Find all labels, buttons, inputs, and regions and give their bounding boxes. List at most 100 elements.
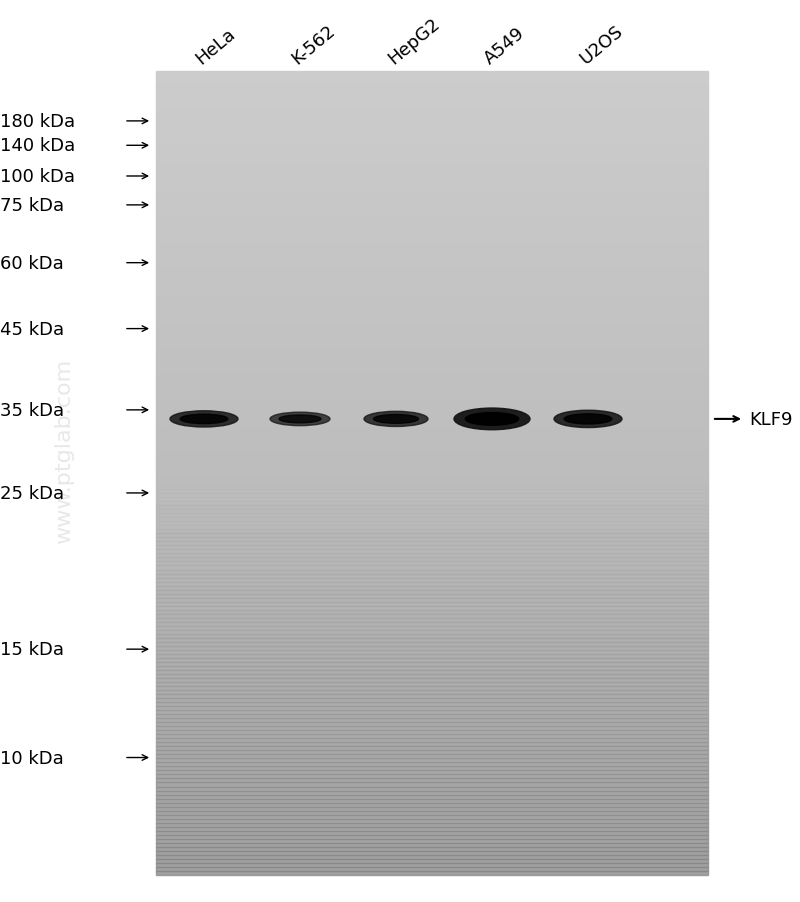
Bar [156,460,708,463]
Bar [156,811,708,815]
Bar [156,570,708,574]
Bar [156,842,708,847]
Bar [156,345,708,348]
Bar [156,535,708,538]
Bar [156,717,708,720]
Bar [156,754,708,759]
Bar [156,364,708,366]
Bar [156,441,708,444]
Bar [156,831,708,835]
Bar [156,750,708,754]
Bar [156,271,708,272]
Bar [156,720,708,723]
Bar [156,133,708,136]
Bar [156,262,708,265]
Bar [156,803,708,806]
Bar [156,294,708,297]
Bar [156,329,708,332]
Bar [156,198,708,200]
Bar [156,532,708,535]
Bar [156,629,708,631]
Bar [156,275,708,278]
Bar [156,795,708,797]
Bar [156,827,708,831]
Bar [156,465,708,468]
Bar [156,179,708,182]
Bar [156,805,708,808]
Bar [156,698,708,701]
Bar [156,249,708,252]
Bar [156,554,708,557]
Bar [156,348,708,351]
Bar [156,573,708,575]
Bar [156,590,708,594]
Text: KLF9: KLF9 [750,410,793,428]
Bar [156,139,708,142]
Bar [156,731,708,734]
Bar [156,482,708,484]
Bar [156,752,708,754]
Bar [156,188,708,190]
Bar [156,169,708,171]
Bar [156,506,708,510]
Bar [156,664,708,667]
Bar [156,586,708,589]
Bar [156,606,708,610]
Bar [156,516,708,519]
Bar [156,695,708,698]
Bar [156,385,708,388]
Text: 140 kDa: 140 kDa [0,137,75,155]
Bar [156,618,708,622]
Bar [156,621,708,623]
Bar [156,631,708,634]
Bar [156,658,708,662]
Ellipse shape [374,415,418,424]
Bar [156,622,708,626]
Bar [156,182,708,185]
Bar [156,687,708,690]
Bar [156,485,708,490]
Bar [156,778,708,781]
Bar [156,559,708,562]
Bar [156,457,708,460]
Text: 15 kDa: 15 kDa [0,640,64,658]
Bar [156,851,708,855]
Bar [156,747,708,750]
Bar [156,626,708,630]
Text: 100 kDa: 100 kDa [0,168,75,186]
Bar [156,871,708,875]
Bar [156,542,708,546]
Bar [156,797,708,800]
Bar [156,778,708,783]
Bar [156,546,708,548]
Ellipse shape [454,409,530,430]
Bar [156,662,708,667]
Bar [156,834,708,839]
Bar [156,682,708,686]
Bar [156,714,708,718]
Bar [156,477,708,482]
Bar [156,283,708,286]
Bar [156,855,708,859]
Bar [156,428,708,431]
Bar [156,770,708,775]
Bar [156,260,708,262]
Bar [156,645,708,648]
Bar [156,404,708,407]
Bar [156,369,708,372]
Bar [156,667,708,670]
Bar [156,446,708,449]
Bar [156,534,708,538]
Bar [156,190,708,192]
Bar [156,436,708,438]
Bar [156,546,708,550]
Bar [156,770,708,773]
Bar [156,670,708,674]
Bar [156,498,708,501]
Bar [156,540,708,543]
Bar [156,767,708,770]
Bar [156,503,708,506]
Bar [156,246,708,249]
Bar [156,235,708,238]
Bar [156,731,708,733]
